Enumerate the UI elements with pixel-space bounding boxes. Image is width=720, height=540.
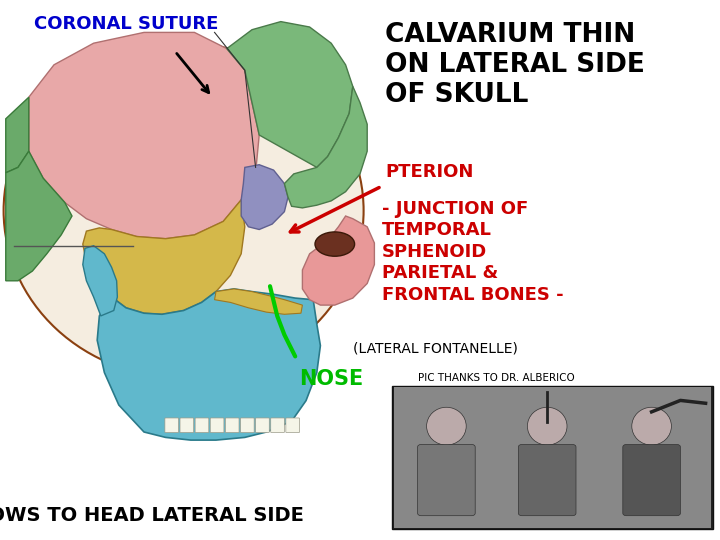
Polygon shape bbox=[6, 97, 29, 173]
FancyBboxPatch shape bbox=[286, 418, 300, 433]
FancyBboxPatch shape bbox=[418, 444, 475, 516]
Text: NOSE: NOSE bbox=[299, 369, 363, 389]
Polygon shape bbox=[83, 200, 245, 314]
FancyBboxPatch shape bbox=[165, 418, 179, 433]
Text: BLOWS TO HEAD LATERAL SIDE: BLOWS TO HEAD LATERAL SIDE bbox=[0, 506, 304, 525]
FancyBboxPatch shape bbox=[180, 418, 194, 433]
Text: PIC THANKS TO DR. ALBERICO: PIC THANKS TO DR. ALBERICO bbox=[418, 373, 575, 383]
FancyBboxPatch shape bbox=[256, 418, 269, 433]
Polygon shape bbox=[215, 289, 302, 314]
FancyBboxPatch shape bbox=[392, 386, 713, 529]
Text: CORONAL SUTURE: CORONAL SUTURE bbox=[34, 15, 218, 33]
FancyBboxPatch shape bbox=[225, 418, 239, 433]
Polygon shape bbox=[284, 86, 367, 208]
FancyBboxPatch shape bbox=[271, 418, 284, 433]
Text: PTERION: PTERION bbox=[385, 163, 474, 181]
Text: - JUNCTION OF
TEMPORAL
SPHENOID
PARIETAL &
FRONTAL BONES -: - JUNCTION OF TEMPORAL SPHENOID PARIETAL… bbox=[382, 200, 563, 304]
Ellipse shape bbox=[4, 43, 364, 378]
Polygon shape bbox=[302, 216, 374, 305]
FancyBboxPatch shape bbox=[195, 418, 209, 433]
Polygon shape bbox=[6, 151, 72, 281]
Polygon shape bbox=[83, 246, 117, 316]
FancyBboxPatch shape bbox=[623, 444, 680, 516]
Polygon shape bbox=[97, 289, 320, 440]
FancyBboxPatch shape bbox=[240, 418, 254, 433]
FancyBboxPatch shape bbox=[210, 418, 224, 433]
Ellipse shape bbox=[315, 232, 355, 256]
Polygon shape bbox=[29, 32, 259, 239]
Polygon shape bbox=[241, 165, 288, 230]
Text: CALVARIUM THIN
ON LATERAL SIDE
OF SKULL: CALVARIUM THIN ON LATERAL SIDE OF SKULL bbox=[385, 22, 645, 107]
Text: (LATERAL FONTANELLE): (LATERAL FONTANELLE) bbox=[354, 341, 518, 355]
FancyBboxPatch shape bbox=[518, 444, 576, 516]
Polygon shape bbox=[227, 22, 353, 167]
Ellipse shape bbox=[426, 407, 467, 445]
FancyBboxPatch shape bbox=[394, 387, 711, 528]
Ellipse shape bbox=[632, 407, 671, 445]
Ellipse shape bbox=[528, 407, 567, 445]
